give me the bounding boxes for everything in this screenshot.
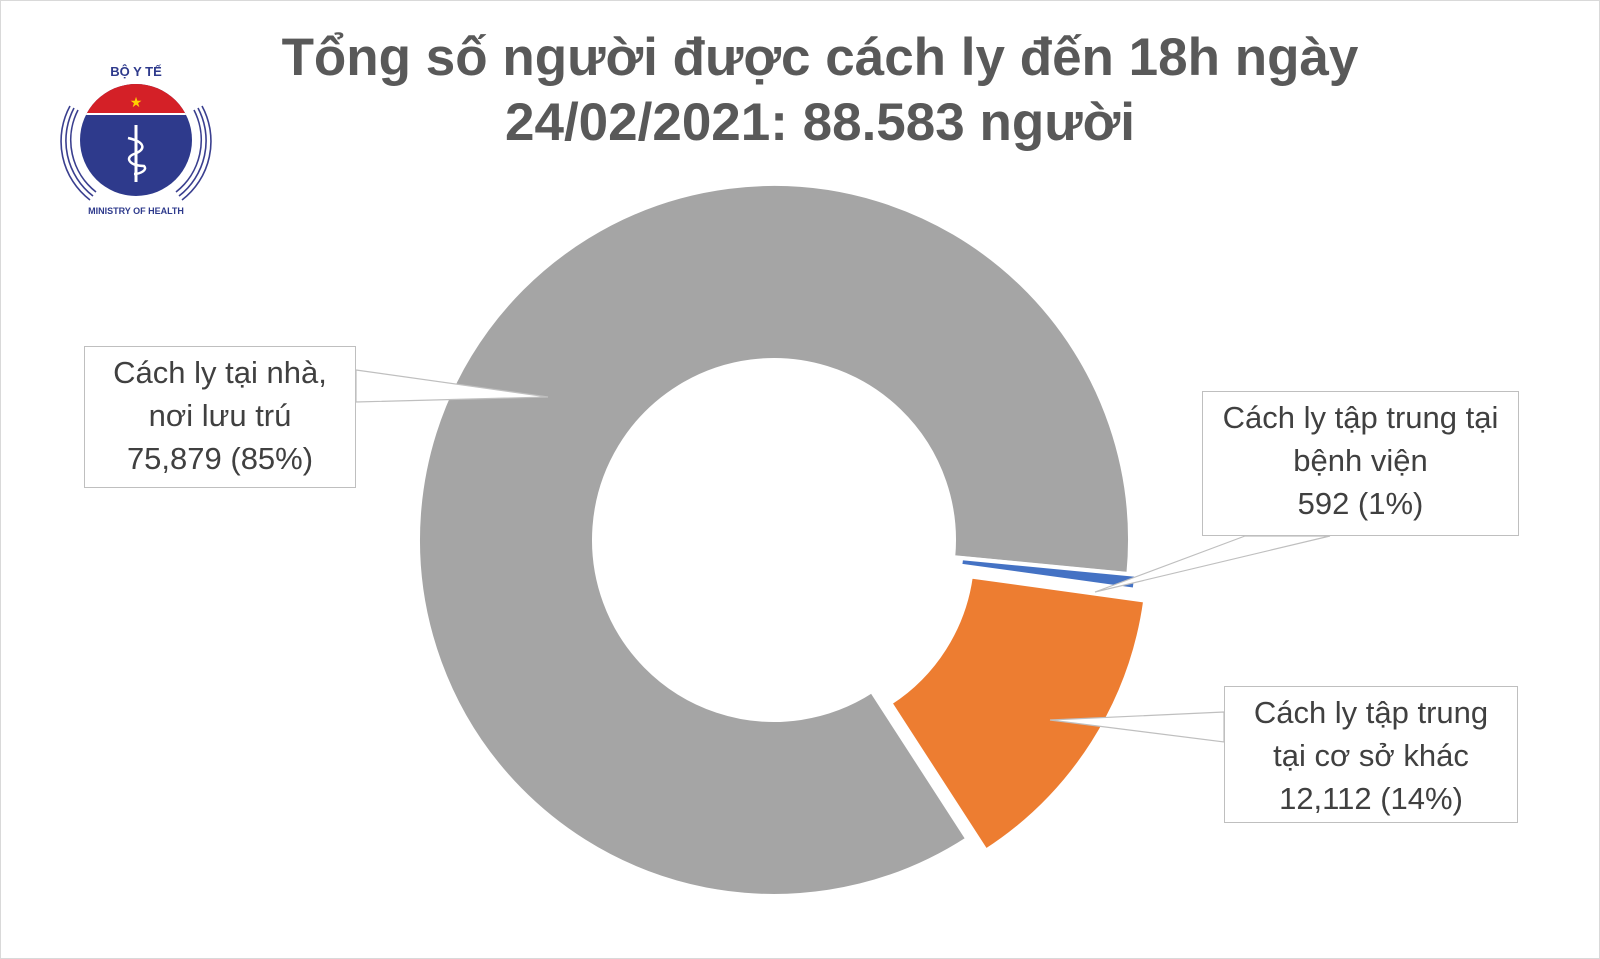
- label-value: 75,879 (85%): [126, 441, 314, 476]
- logo-top-text: BỘ Y TẾ: [110, 64, 162, 79]
- label-name-line-1: Cách ly tập trung: [1253, 695, 1489, 730]
- data-label-hospital-quarantine: Cách ly tập trung tại bệnh viện 592 (1%): [1202, 391, 1519, 536]
- label-name-line-2: bệnh viện: [1293, 443, 1428, 478]
- logo-bottom-text: MINISTRY OF HEALTH: [88, 206, 184, 216]
- leader-line-hospital-quarantine: [1094, 535, 1331, 593]
- label-value: 592 (1%): [1297, 486, 1424, 521]
- svg-text:★: ★: [130, 94, 143, 110]
- data-label-other-facility-quarantine: Cách ly tập trung tại cơ sở khác 12,112 …: [1224, 686, 1518, 823]
- label-name-line-1: Cách ly tại nhà,: [113, 355, 327, 390]
- label-value: 12,112 (14%): [1279, 781, 1463, 816]
- label-name-line-1: Cách ly tập trung tại: [1222, 400, 1499, 435]
- label-name-line-2: nơi lưu trú: [148, 398, 292, 433]
- slice-home-quarantine: [416, 182, 1132, 898]
- chart-title-line-1: Tổng số người được cách ly đến 18h ngày: [281, 28, 1359, 87]
- data-label-home-quarantine: Cách ly tại nhà, nơi lưu trú 75,879 (85%…: [84, 346, 356, 488]
- label-name-line-2: tại cơ sở khác: [1273, 738, 1469, 773]
- leader-line-home-quarantine: [355, 369, 549, 403]
- chart-title-line-2: 24/02/2021: 88.583 người: [505, 93, 1135, 152]
- ministry-logo: ★ BỘ Y TẾ MINISTRY OF HEALTH: [60, 64, 212, 216]
- slice-other-facility-quarantine: [887, 574, 1148, 854]
